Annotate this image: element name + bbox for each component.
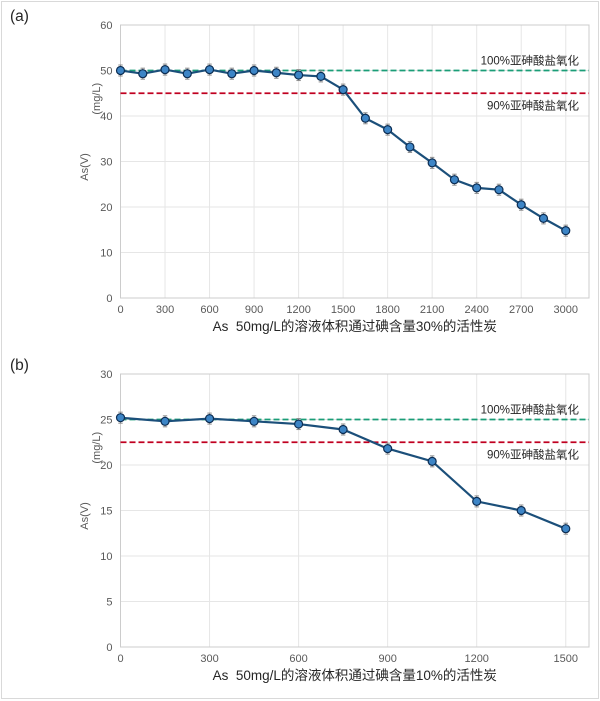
svg-text:30: 30 (100, 369, 112, 381)
svg-text:As 50mg/L的溶液体积通过碘含量30%的活性炭: As 50mg/L的溶液体积通过碘含量30%的活性炭 (213, 319, 497, 334)
svg-text:10: 10 (100, 248, 112, 260)
svg-text:1500: 1500 (331, 304, 355, 316)
svg-text:1800: 1800 (375, 304, 399, 316)
svg-text:900: 900 (245, 304, 263, 316)
svg-text:(mg/L): (mg/L) (91, 432, 103, 464)
svg-text:As 50mg/L的溶液体积通过碘含量10%的活性炭: As 50mg/L的溶液体积通过碘含量10%的活性炭 (213, 668, 497, 683)
svg-text:2400: 2400 (464, 304, 488, 316)
svg-text:600: 600 (200, 304, 218, 316)
svg-text:30: 30 (100, 157, 112, 169)
svg-text:As(V): As(V) (79, 153, 91, 181)
svg-text:3000: 3000 (554, 304, 578, 316)
svg-text:10: 10 (100, 551, 112, 563)
svg-text:(mg/L): (mg/L) (91, 83, 103, 115)
svg-text:0: 0 (117, 304, 123, 316)
svg-text:100%亚砷酸盐氧化: 100%亚砷酸盐氧化 (481, 403, 580, 417)
svg-text:600: 600 (289, 653, 307, 665)
svg-text:1200: 1200 (286, 304, 310, 316)
svg-text:60: 60 (100, 20, 112, 32)
svg-text:100%亚砷酸盐氧化: 100%亚砷酸盐氧化 (481, 54, 580, 68)
svg-text:(b): (b) (10, 357, 29, 374)
svg-text:As(V): As(V) (79, 502, 91, 530)
svg-text:15: 15 (100, 506, 112, 518)
svg-text:5: 5 (106, 597, 112, 609)
svg-text:300: 300 (200, 653, 218, 665)
svg-text:1500: 1500 (554, 653, 578, 665)
svg-text:300: 300 (156, 304, 174, 316)
svg-text:2100: 2100 (420, 304, 444, 316)
svg-text:0: 0 (106, 642, 112, 654)
svg-text:0: 0 (106, 293, 112, 305)
svg-text:20: 20 (100, 202, 112, 214)
svg-text:2700: 2700 (509, 304, 533, 316)
svg-text:(a): (a) (10, 8, 29, 25)
svg-text:25: 25 (100, 415, 112, 427)
svg-text:50: 50 (100, 66, 112, 78)
svg-text:90%亚砷酸盐氧化: 90%亚砷酸盐氧化 (487, 98, 580, 112)
svg-text:90%亚砷酸盐氧化: 90%亚砷酸盐氧化 (487, 447, 580, 461)
svg-text:0: 0 (117, 653, 123, 665)
svg-text:1200: 1200 (464, 653, 488, 665)
svg-text:900: 900 (378, 653, 396, 665)
